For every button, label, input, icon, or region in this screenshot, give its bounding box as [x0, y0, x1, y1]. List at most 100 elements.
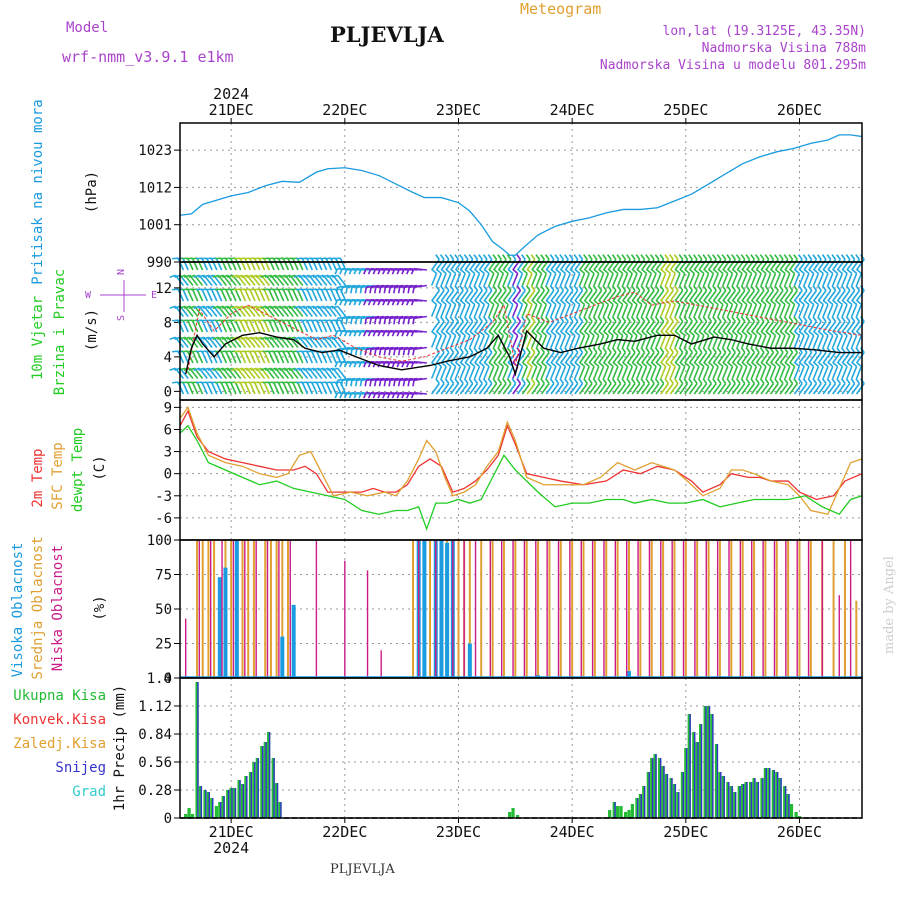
wind-barb-flag [592, 316, 598, 322]
wind-barb [435, 383, 445, 395]
top-year-label: 2024 [213, 85, 249, 103]
precip-snow-bar [246, 776, 248, 818]
wind-barb [492, 273, 500, 286]
wind-barb-flag [478, 378, 483, 384]
wind-barb [851, 304, 858, 317]
wind-barb-flag [789, 330, 796, 337]
wind-barb [841, 321, 851, 333]
wind-barb-flag [670, 268, 676, 275]
wind-barb [855, 273, 863, 286]
precip-snow-bar [734, 792, 737, 818]
wind-barb-flag [617, 361, 624, 368]
wind-barb-flag [545, 268, 552, 275]
wind-barb [679, 335, 686, 348]
wind-barb-flag [217, 274, 224, 279]
wind-barb-flag [726, 347, 732, 353]
wind-barb [774, 383, 784, 395]
wind-barb [578, 366, 586, 379]
wind-barb-flag [269, 336, 276, 341]
wind-barb [712, 321, 722, 333]
wind-barb-flag [697, 378, 703, 384]
wind-barb-flag [406, 299, 410, 306]
wind-barb [249, 319, 256, 333]
wind-barb-flag [702, 347, 708, 353]
wind-barb-flag [797, 285, 803, 291]
wind-barb-flag [592, 254, 598, 260]
wind-barb-flag [212, 336, 219, 341]
wind-barb [650, 321, 660, 333]
wind-barb-flag [536, 330, 543, 337]
wind-barb [793, 335, 801, 348]
wind-barb [445, 383, 455, 395]
wind-barb [512, 304, 519, 317]
wind-barb [712, 304, 719, 317]
wind-barb-flag [498, 299, 504, 306]
wind-barb-flag [511, 378, 517, 384]
wind-barb [301, 257, 309, 271]
wind-barb-flag [468, 316, 474, 322]
wind-barb-flag [463, 347, 469, 353]
wind-barb [306, 319, 314, 333]
precip-snow-bar [280, 802, 282, 818]
wind-barb-flag [612, 361, 619, 368]
wind-barb [836, 259, 846, 271]
wind-barb-flag [174, 274, 181, 279]
wind-barb-flag [511, 316, 517, 322]
wind-barb-flag [397, 380, 401, 387]
wind-barb [431, 259, 440, 271]
wind-barb [229, 350, 237, 364]
wind-barb [765, 273, 772, 286]
wind-barb [836, 273, 844, 286]
wind-barb [636, 352, 646, 364]
wind-barb-flag [765, 361, 772, 368]
precip-bar [226, 790, 230, 818]
wind-barb [488, 352, 498, 364]
wind-barb-flag [778, 316, 784, 322]
cloud-low-bar [418, 540, 420, 678]
wind-barb [707, 304, 715, 317]
wind-barb-flag [241, 274, 248, 279]
wind-barb [569, 383, 579, 395]
wind-barb [822, 366, 829, 379]
wind-barb-flag [851, 268, 858, 275]
wind-barb-flag [745, 316, 751, 322]
wind-barb [516, 383, 526, 395]
cloud-mid-bar [798, 540, 801, 678]
precip-snow-bar [254, 762, 256, 818]
wind-barb [555, 304, 562, 317]
wind-barb-flag [354, 287, 358, 294]
wind-barb-flag [231, 367, 238, 372]
wind-barb-flag [645, 378, 651, 384]
cloud-low-bar [849, 540, 852, 678]
precip-bar [638, 794, 642, 818]
wind-barb [555, 321, 565, 333]
wind-barb [454, 352, 464, 364]
wind-barb-flag [468, 254, 474, 260]
wind-barb-flag [716, 254, 722, 260]
cloud-mid-bar [843, 540, 846, 678]
wind-barb [277, 319, 285, 333]
wind-barb-flag [683, 316, 689, 322]
wind-barb [325, 319, 333, 333]
wind-barb-flag [345, 287, 348, 294]
wind-barb [602, 366, 610, 379]
wind-barb-flag [507, 299, 514, 306]
wind-barb-flag [555, 361, 562, 368]
precip-bar [664, 774, 669, 818]
precip-bar [789, 804, 794, 818]
wind-barb-flag [293, 274, 300, 279]
wind-barb-flag [836, 347, 841, 353]
cloud-low-bar [221, 540, 223, 678]
wind-barb [817, 383, 827, 395]
wind-barb-flag [598, 268, 605, 275]
wind-barb-flag [807, 254, 813, 260]
y-tick-label: 0.84 [138, 727, 172, 743]
wind-barb-flag [498, 268, 504, 275]
wind-barb-flag [483, 299, 490, 306]
wind-barb [569, 352, 579, 364]
wind-barb-flag [674, 361, 681, 368]
wind-barb [413, 391, 427, 395]
model-elevation-label: Nadmorska Visina u modelu 801.295m [599, 58, 866, 73]
wind-barb-flag [565, 268, 571, 275]
wind-barb-flag [845, 316, 851, 322]
